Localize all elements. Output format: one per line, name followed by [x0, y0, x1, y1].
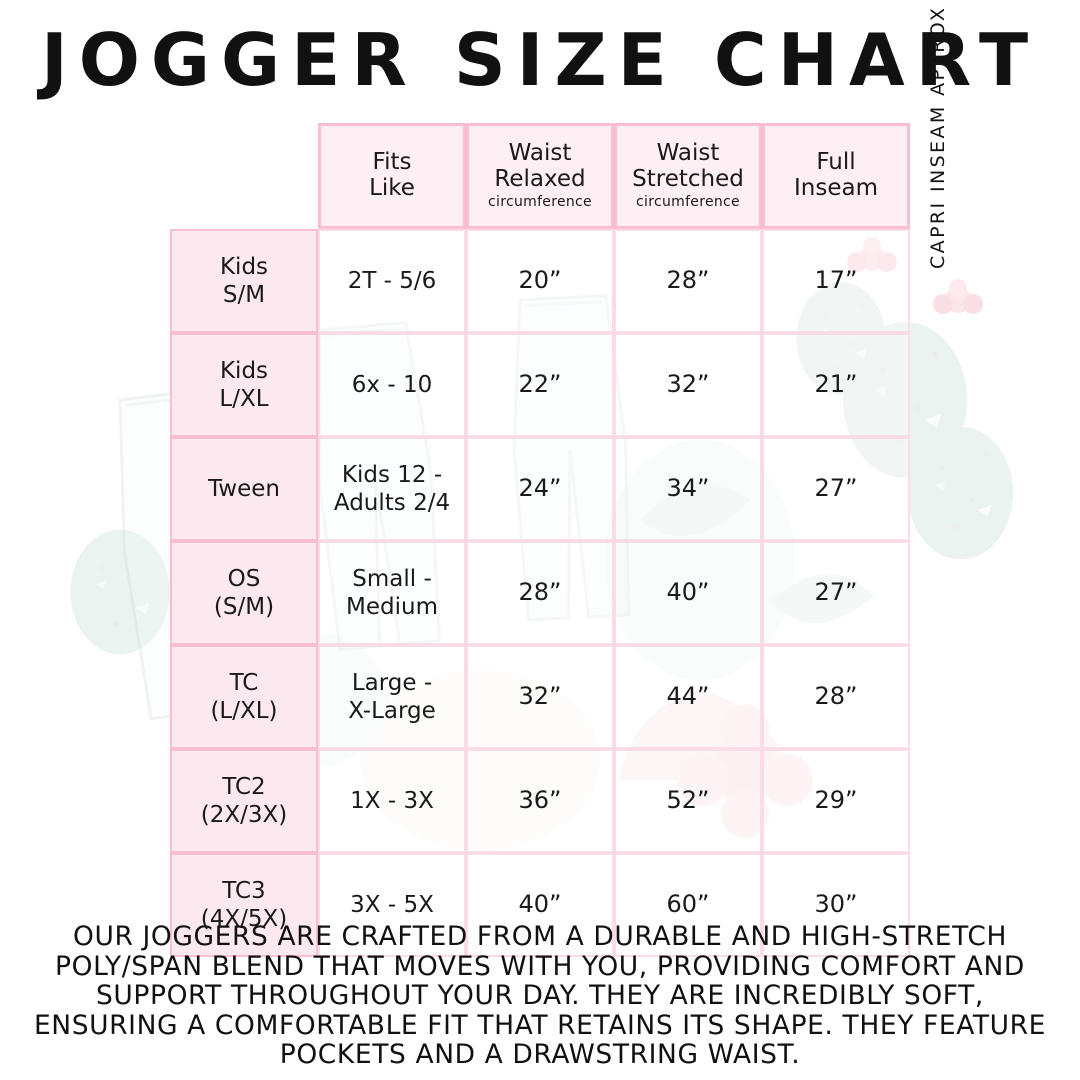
fits-line-2: Adults 2/4 [333, 490, 451, 516]
fits-like-cell: 1X - 3X [318, 749, 466, 853]
size-label-cell: Kids L/XL [170, 333, 318, 437]
size-label-cell: Tween [170, 437, 318, 541]
full-inseam-cell: 21” [762, 333, 910, 437]
fits-like-cell: 3X - 5X [318, 853, 466, 957]
waist-relaxed-cell: 40” [466, 853, 614, 957]
waist-stretched-cell: 44” [614, 645, 762, 749]
size-line-2: L/XL [219, 386, 269, 412]
size-line-1: Tween [208, 475, 280, 502]
table-row: TC3 (4X/5X) 3X - 5X 40” 60” 30” [170, 853, 910, 957]
fits-line-1: 2T - 5/6 [347, 267, 437, 294]
column-header-waist-relaxed: Waist Relaxed circumference [466, 123, 614, 229]
table-row: Tween Kids 12 - Adults 2/4 24” 34” 27” [170, 437, 910, 541]
waist-relaxed-cell: 24” [466, 437, 614, 541]
footer-line-4: ENSURING A COMFORTABLE FIT THAT RETAINS … [33, 1009, 1047, 1041]
waist-relaxed-cell: 32” [466, 645, 614, 749]
header-line-2: Stretched [632, 166, 744, 193]
header-subtext: circumference [636, 193, 740, 210]
size-label-cell: TC (L/XL) [170, 645, 318, 749]
fits-like-cell: 2T - 5/6 [318, 229, 466, 333]
waist-stretched-cell: 28” [614, 229, 762, 333]
fits-line-1: 6x - 10 [351, 371, 433, 398]
page-title: JOGGER SIZE CHART [40, 18, 1040, 102]
fits-line-1: Large - [351, 669, 433, 696]
table-row: Kids L/XL 6x - 10 22” 32” 21” [170, 333, 910, 437]
full-inseam-cell: 27” [762, 541, 910, 645]
size-line-2: (2X/3X) [200, 802, 288, 828]
footer-line-3: SUPPORT THROUGHOUT YOUR DAY. THEY ARE IN… [96, 980, 984, 1011]
size-line-1: TC3 [222, 877, 266, 904]
size-line-1: Kids [219, 253, 269, 280]
size-line-1: OS [227, 565, 261, 592]
table-row: TC2 (2X/3X) 1X - 3X 36” 52” 29” [170, 749, 910, 853]
capri-inseam-note: CAPRI INSEAM APPROX 8 INCHES SHORTER [927, 0, 949, 269]
full-inseam-cell: 30” [762, 853, 910, 957]
waist-relaxed-cell: 22” [466, 333, 614, 437]
table-row: TC (L/XL) Large - X-Large 32” 44” 28” [170, 645, 910, 749]
size-label-cell: TC3 (4X/5X) [170, 853, 318, 957]
column-header-fits-like: Fits Like [318, 123, 466, 229]
header-line-1: Waist [656, 140, 720, 167]
fits-line-1: 3X - 5X [350, 891, 434, 918]
fits-like-cell: Kids 12 - Adults 2/4 [318, 437, 466, 541]
size-label-cell: Kids S/M [170, 229, 318, 333]
size-line-2: S/M [222, 282, 266, 308]
waist-relaxed-cell: 28” [466, 541, 614, 645]
waist-stretched-cell: 32” [614, 333, 762, 437]
fits-line-1: Kids 12 - [341, 461, 443, 488]
fits-line-2: Medium [346, 594, 438, 620]
size-label-cell: OS (S/M) [170, 541, 318, 645]
full-inseam-cell: 28” [762, 645, 910, 749]
header-line-1: Fits [372, 149, 412, 176]
full-inseam-cell: 17” [762, 229, 910, 333]
header-line-2: Like [369, 175, 415, 201]
footer-line-5: POCKETS AND A DRAWSTRING WAIST. [279, 1039, 801, 1070]
fits-line-1: Small - [352, 565, 432, 592]
size-line-2: (S/M) [213, 594, 275, 620]
corner-cell [170, 123, 318, 229]
header-subtext: circumference [488, 193, 592, 210]
header-line-2: Relaxed [494, 166, 586, 193]
fits-like-cell: Large - X-Large [318, 645, 466, 749]
waist-stretched-cell: 60” [614, 853, 762, 957]
waist-relaxed-cell: 20” [466, 229, 614, 333]
size-label-cell: TC2 (2X/3X) [170, 749, 318, 853]
waist-stretched-cell: 52” [614, 749, 762, 853]
header-line-1: Waist [508, 140, 572, 167]
fits-line-2: X-Large [348, 698, 436, 724]
size-line-2: (4X/5X) [200, 906, 288, 932]
fits-like-cell: 6x - 10 [318, 333, 466, 437]
waist-relaxed-cell: 36” [466, 749, 614, 853]
size-line-1: TC2 [222, 773, 266, 800]
full-inseam-cell: 29” [762, 749, 910, 853]
fits-like-cell: Small - Medium [318, 541, 466, 645]
full-inseam-cell: 27” [762, 437, 910, 541]
size-line-2: (L/XL) [210, 698, 278, 724]
footer-description: OUR JOGGERS ARE CRAFTED FROM A DURABLE A… [20, 922, 1060, 1070]
header-line-2: Inseam [794, 175, 878, 201]
column-header-waist-stretched: Waist Stretched circumference [614, 123, 762, 229]
table-header-row: Fits Like Waist Relaxed circumference Wa… [170, 123, 910, 229]
size-line-1: TC [229, 669, 259, 696]
jogger-size-chart-table: Fits Like Waist Relaxed circumference Wa… [170, 123, 910, 957]
footer-line-1: OUR JOGGERS ARE CRAFTED FROM A DURABLE A… [73, 921, 1007, 952]
size-line-1: Kids [219, 357, 269, 384]
table-row: Kids S/M 2T - 5/6 20” 28” 17” [170, 229, 910, 333]
fits-line-1: 1X - 3X [350, 787, 434, 814]
table-row: OS (S/M) Small - Medium 28” 40” 27” [170, 541, 910, 645]
footer-line-2: POLY/SPAN BLEND THAT MOVES WITH YOU, PRO… [55, 950, 1025, 982]
header-line-1: Full [816, 149, 856, 176]
waist-stretched-cell: 34” [614, 437, 762, 541]
waist-stretched-cell: 40” [614, 541, 762, 645]
column-header-full-inseam: Full Inseam [762, 123, 910, 229]
